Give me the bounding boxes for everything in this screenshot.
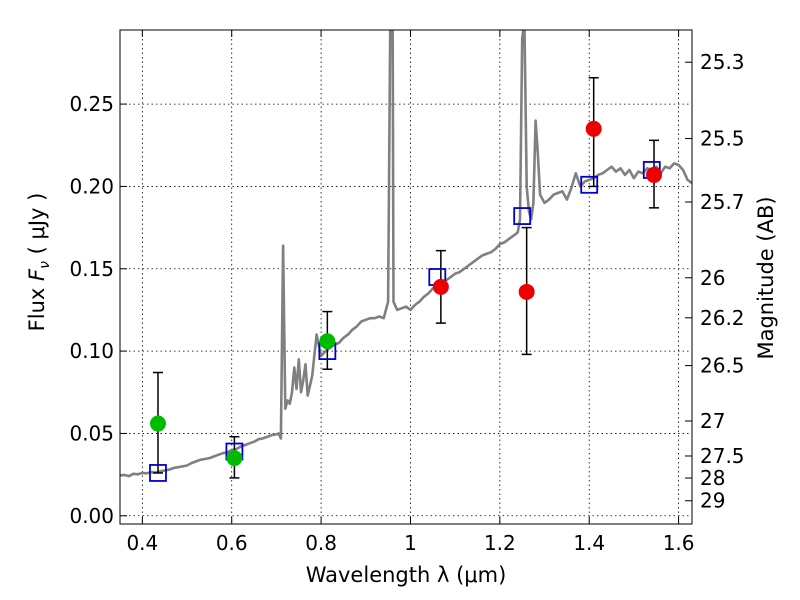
x-tick-label: 0.4: [126, 531, 158, 555]
y-axis-label: Flux Fν ( μJy ): [25, 193, 53, 332]
y2-tick-label: 26: [700, 266, 725, 290]
x-tick-label: 1: [404, 531, 417, 555]
x-tick-label: 1.2: [484, 531, 516, 555]
x-tick-label: 1.4: [573, 531, 605, 555]
y-tick-label: 0.15: [69, 257, 114, 281]
y2-tick-label: 26.2: [700, 306, 745, 330]
plot-frame: [119, 29, 693, 525]
y2-tick-label: 25.3: [700, 50, 745, 74]
y2-tick-label: 27: [700, 409, 725, 433]
observed-point-green: [319, 333, 336, 350]
y2-tick-label: 25.7: [700, 190, 745, 214]
y-tick-label: 0.20: [69, 174, 114, 198]
grid-lines: [120, 30, 692, 524]
y-tick-label: 0.10: [69, 339, 114, 363]
model-photometry-square: [149, 464, 167, 482]
observed-point-green: [149, 415, 166, 432]
model-photometry-square: [513, 207, 532, 225]
y2-tick-label: 29: [700, 489, 725, 513]
observed-point-green: [226, 450, 243, 467]
y2-tick-label: 25.5: [700, 127, 745, 151]
y2-tick-label: 27.5: [700, 444, 745, 468]
observed-point-red: [518, 283, 535, 300]
y2-axis-label: Magnitude (AB): [754, 196, 778, 359]
y-axis-ticks: 0.00 0.05 0.10 0.15 0.20 0.25: [69, 92, 127, 528]
observed-photometry-layer: [149, 120, 663, 467]
observed-point-red: [585, 120, 602, 137]
x-axis-label: Wavelength λ (μm): [306, 563, 507, 587]
y-tick-label: 0.25: [69, 92, 114, 116]
y2-tick-label: 28: [700, 466, 725, 490]
x-tick-label: 0.8: [305, 531, 337, 555]
x-axis-ticks: 0.4 0.6 0.8 1 1.2 1.4 1.6: [126, 30, 695, 555]
y-tick-label: 0.00: [69, 504, 114, 528]
errorbar-layer: [152, 77, 660, 479]
x-tick-label: 0.6: [216, 531, 248, 555]
y-tick-label: 0.05: [69, 421, 114, 445]
x-tick-label: 1.6: [663, 531, 695, 555]
observed-point-red: [646, 166, 663, 183]
y2-tick-label: 26.5: [700, 354, 745, 378]
plot-background: [120, 30, 692, 524]
observed-point-red: [432, 278, 449, 295]
model-photometry-square: [580, 175, 599, 194]
